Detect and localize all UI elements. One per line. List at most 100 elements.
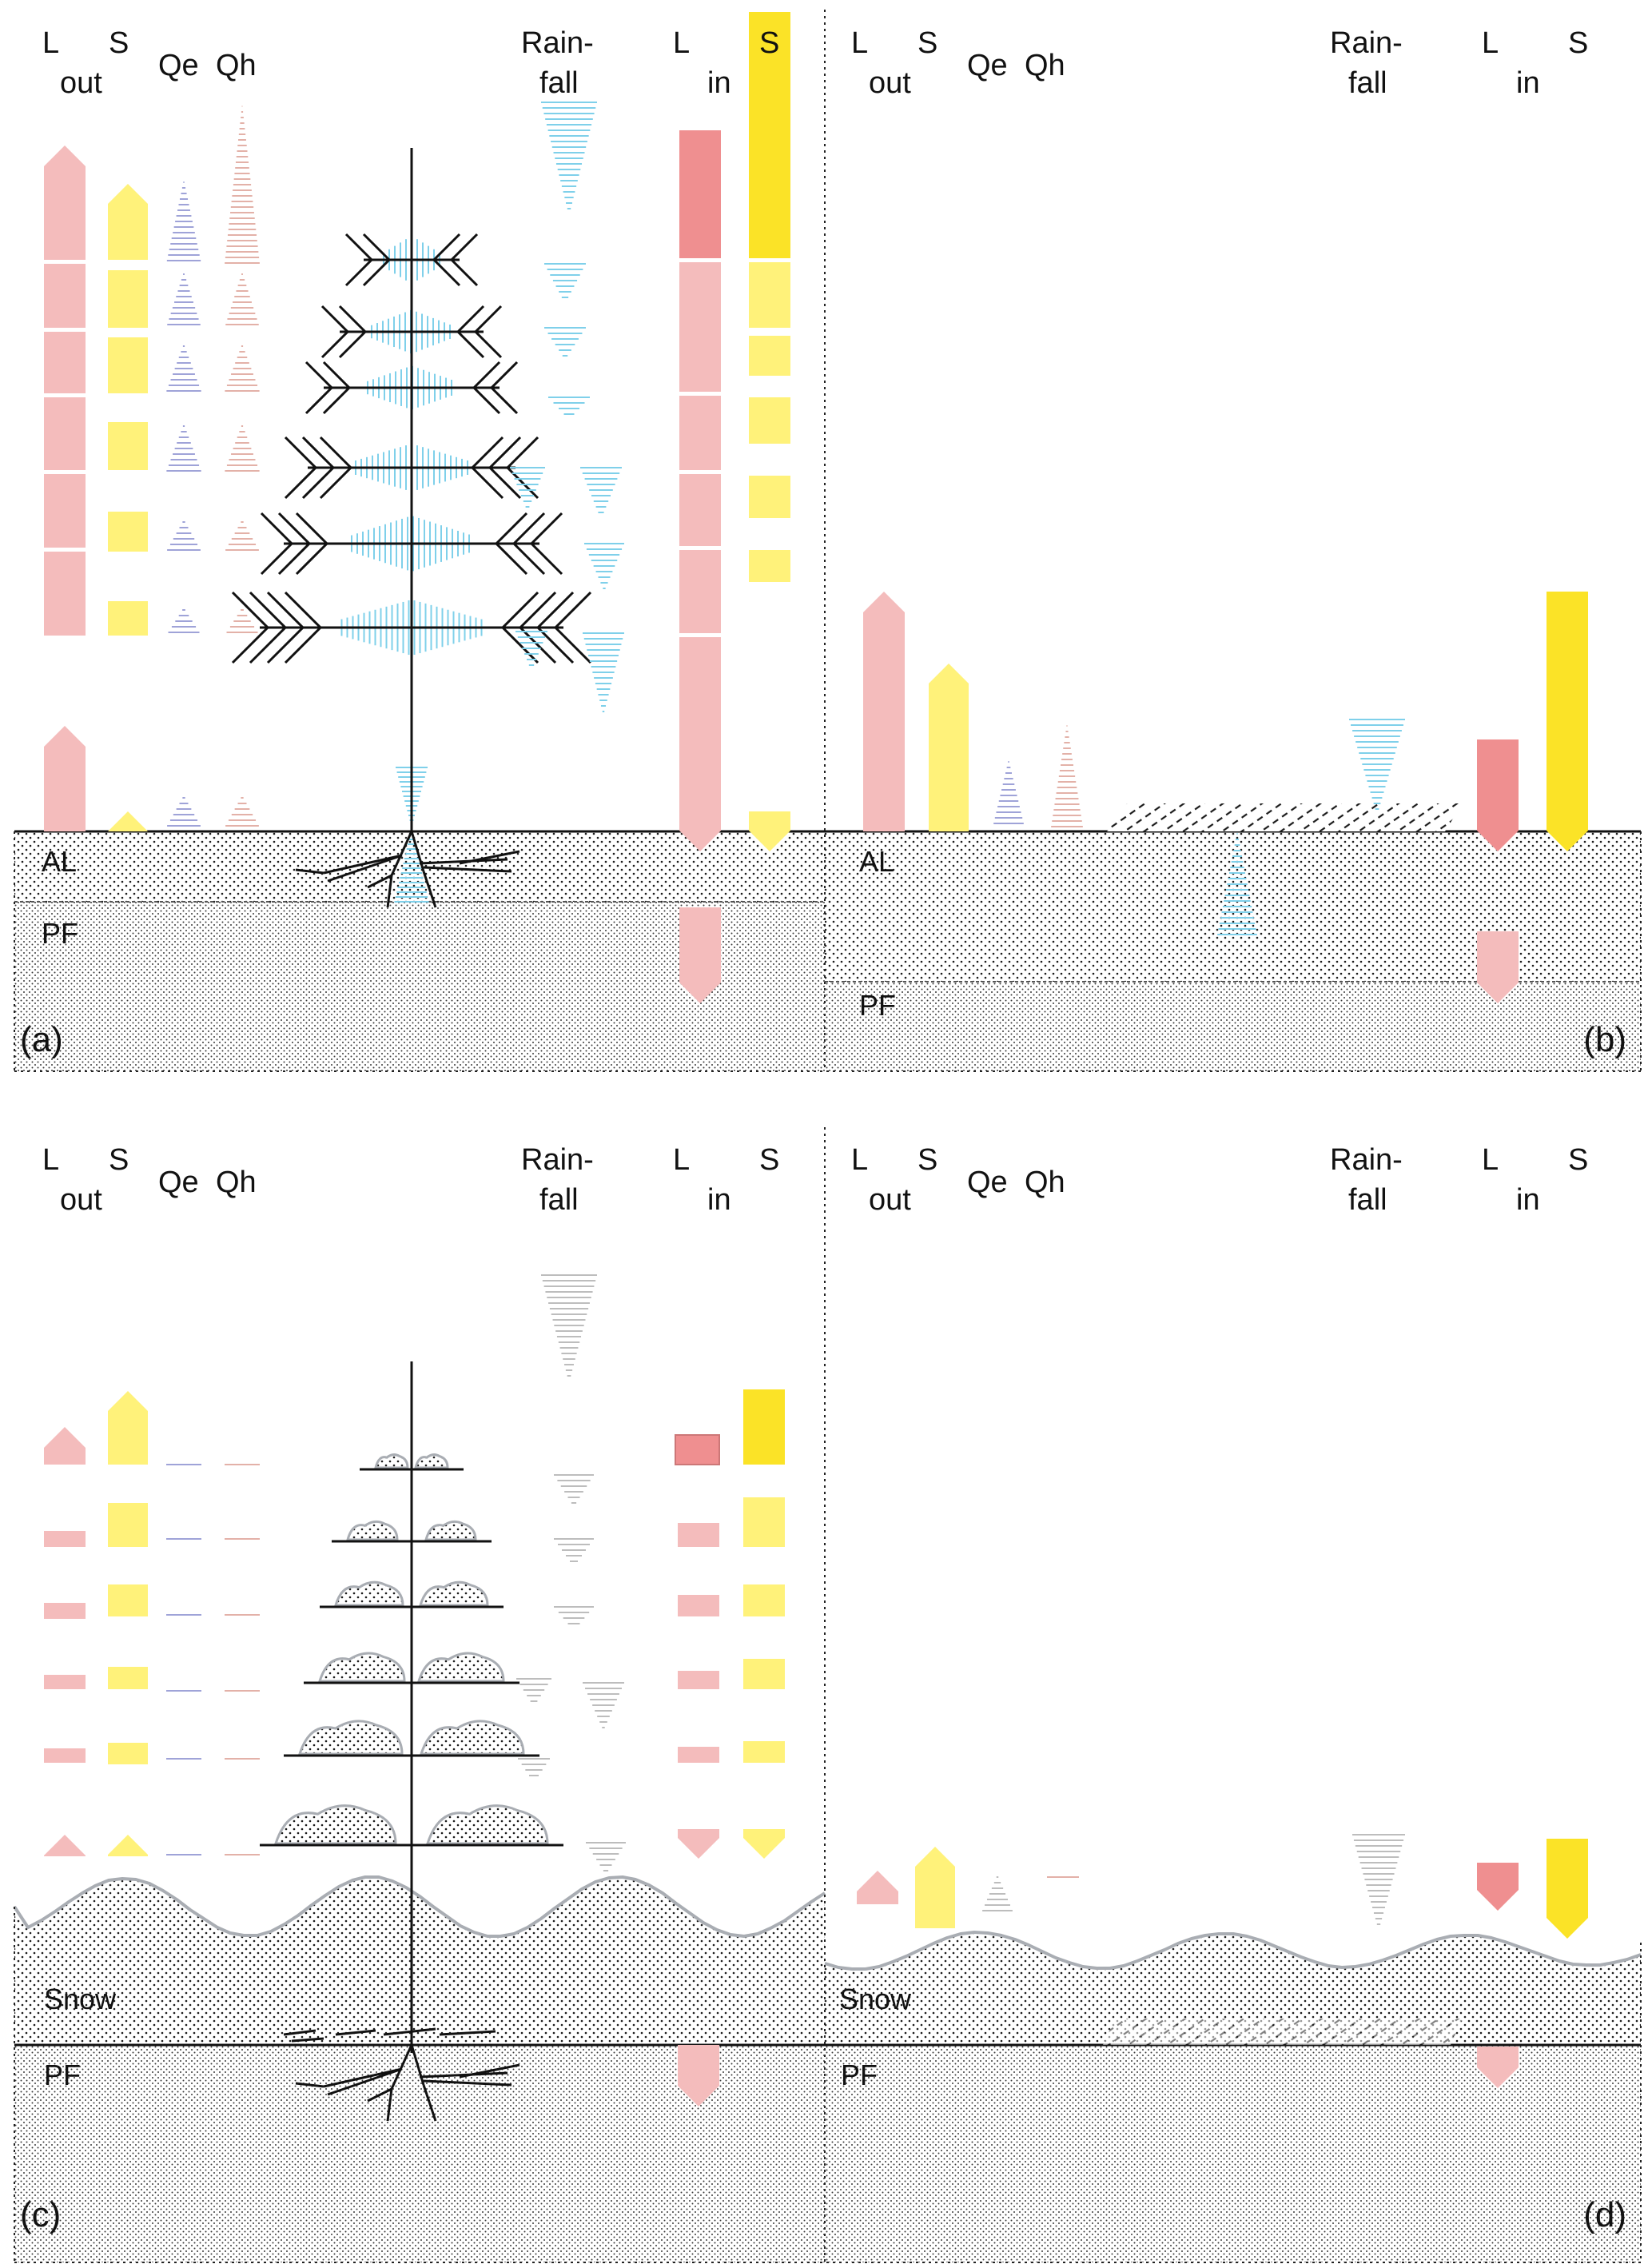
panel-a-l-out-surface — [44, 726, 86, 831]
panel-a-s-out-seg-3 — [108, 337, 148, 393]
panel-a-tree-branch-5 — [260, 512, 563, 576]
panel-a-header-s-in-s: S — [759, 26, 779, 60]
panel-a-fluxes — [44, 12, 790, 1003]
panel-d-qe — [982, 1876, 1013, 1911]
panel-c-s-in-seg-2 — [743, 1584, 785, 1616]
panel-b-header-qe: Qe — [967, 49, 1008, 82]
panel-b-header-rain: Rain- — [1330, 26, 1403, 60]
panel-a-tree-branch-4 — [284, 436, 539, 500]
panel-c-l-out-top — [44, 1427, 86, 1465]
panel-a-qe-4 — [166, 425, 201, 472]
panel-a-header-fall: fall — [539, 66, 579, 100]
panel-c-l-in-seg-4 — [678, 1747, 719, 1763]
panel-c-tree-branch-3 — [320, 1580, 504, 1608]
panel-a-tree-branch-2 — [320, 305, 503, 359]
panel-a-rain-drip-5 — [516, 631, 547, 666]
panel-c-l-in — [675, 1434, 720, 2107]
panel-b-fluxes — [863, 592, 1588, 1003]
panel-a-label: (a) — [20, 1020, 63, 1059]
panel-b-l-in — [1477, 739, 1519, 851]
panel-a-s-out-seg-4 — [108, 422, 148, 470]
panel-a-tree — [231, 148, 592, 908]
panel-c-tree-roots — [295, 2044, 520, 2122]
panel-c-l-out — [44, 1427, 86, 1856]
panel-b-label: (b) — [1583, 1020, 1626, 1059]
panel-a-l-in-seg-2 — [679, 396, 721, 470]
panel-d-ground-heat — [1477, 2047, 1519, 2088]
panel-a-turbulent — [166, 106, 260, 827]
panel-c-s-in-seg-4 — [743, 1741, 785, 1763]
panel-a-s-in-seg-1 — [749, 262, 790, 328]
panel-d-basal-ice — [1103, 2019, 1463, 2045]
panel-b-header-qh: Qh — [1025, 49, 1065, 82]
panel-c-tree-snow-clump-left-1 — [374, 1453, 409, 1469]
panel-c-label: (c) — [20, 2195, 61, 2234]
panel-c-label-permafrost: PF — [44, 2059, 81, 2091]
panel-a-label-permafrost: PF — [42, 917, 78, 950]
panel-a-header-qe: Qe — [158, 49, 199, 82]
panel-b-qe — [993, 761, 1024, 824]
panel-a-qh-7 — [225, 797, 259, 827]
panel-d-ground-snow-surface — [824, 1931, 1642, 1971]
panel-a-qh-1 — [225, 106, 260, 264]
panel-c-l-in-seg-1 — [678, 1523, 719, 1547]
panel-a-l-out — [44, 145, 86, 831]
panel-a-rain-4 — [548, 397, 590, 415]
panel-a-qe-7 — [167, 797, 201, 827]
panel-c-rain-drip-2 — [583, 1682, 624, 1728]
panel-a-l-out-seg-6 — [44, 552, 86, 636]
panel-b-header-s-out-s: S — [918, 26, 937, 60]
panel-a-qh-2 — [225, 273, 259, 325]
panel-c-s-in-seg-3 — [743, 1659, 785, 1689]
panel-d-header-rain: Rain- — [1330, 1143, 1403, 1177]
panel-a-l-in-seg-1 — [679, 262, 721, 392]
panel-a-ground-heat — [679, 907, 721, 1003]
panel-c-l-out-seg-2 — [44, 1603, 86, 1619]
panel-b-infiltration — [1217, 833, 1257, 935]
panel-d-header-out: out — [869, 1183, 911, 1217]
panel-d-label: (d) — [1583, 2195, 1626, 2234]
panel-a-s-out-seg-5 — [108, 512, 148, 552]
panel-c-tree-snow-clump-right-5 — [419, 1720, 525, 1756]
panel-a-tree-roots — [295, 831, 520, 908]
panel-c-tree-snow-clump-right-6 — [425, 1804, 549, 1845]
panel-c-s-in-top — [743, 1389, 785, 1465]
panel-a-tree-branch-1 — [344, 233, 479, 287]
panel-a-s-out-seg-6 — [108, 601, 148, 636]
panel-b-qh — [1051, 725, 1083, 827]
panel-c-header-rain: Rain- — [521, 1143, 594, 1177]
panel-c-tree-branch-5 — [284, 1720, 539, 1757]
panel-c-tree-snow-clump-right-4 — [416, 1652, 505, 1683]
panel-a-l-in-seg-3 — [679, 474, 721, 546]
panel-c-l-out-surface — [44, 1835, 86, 1856]
panel-d-label-snow: Snow — [839, 1983, 912, 2015]
panel-c-tree-branch-6 — [260, 1804, 563, 1847]
panel-b-label-active-layer: AL — [859, 845, 894, 878]
panel-c-s-out-seg-3 — [108, 1667, 148, 1689]
panel-a-s-in-seg-5 — [749, 550, 790, 582]
panel-a-rain-drip-4 — [583, 632, 624, 712]
panel-a-tree-root-water — [394, 829, 429, 903]
panel-c-s-out-top — [108, 1391, 148, 1465]
panel-a-s-out-seg-2 — [108, 270, 148, 328]
panel-b-s-out — [929, 664, 969, 831]
panel-c-tree-snow-clump-right-2 — [424, 1520, 477, 1541]
panel-c-rainfall — [516, 1274, 626, 1871]
panel-c-header-fall: fall — [539, 1183, 579, 1217]
panel-b-header-fall: fall — [1348, 66, 1387, 100]
panel-c-rain-2 — [554, 1474, 594, 1504]
panel-a-header-l-out-l: L — [42, 26, 59, 60]
panel-c-rain-4 — [554, 1606, 594, 1624]
panel-c-l-in-surface — [678, 1829, 719, 1859]
panel-a-rain-drip-1 — [510, 467, 545, 508]
panel-d-header-s-out-s: S — [918, 1143, 937, 1177]
panel-d-header-fall: fall — [1348, 1183, 1387, 1217]
panel-a-s-in-seg-4 — [749, 476, 790, 518]
panel-b-label-permafrost: PF — [859, 989, 896, 1022]
panel-c-ground-snow-surface — [13, 1875, 826, 1938]
panel-a-l-in — [679, 130, 721, 1003]
panel-a-s-out — [108, 184, 148, 831]
panel-a-s-in-surface — [749, 811, 790, 851]
panel-a-l-in-seg-4 — [679, 550, 721, 633]
